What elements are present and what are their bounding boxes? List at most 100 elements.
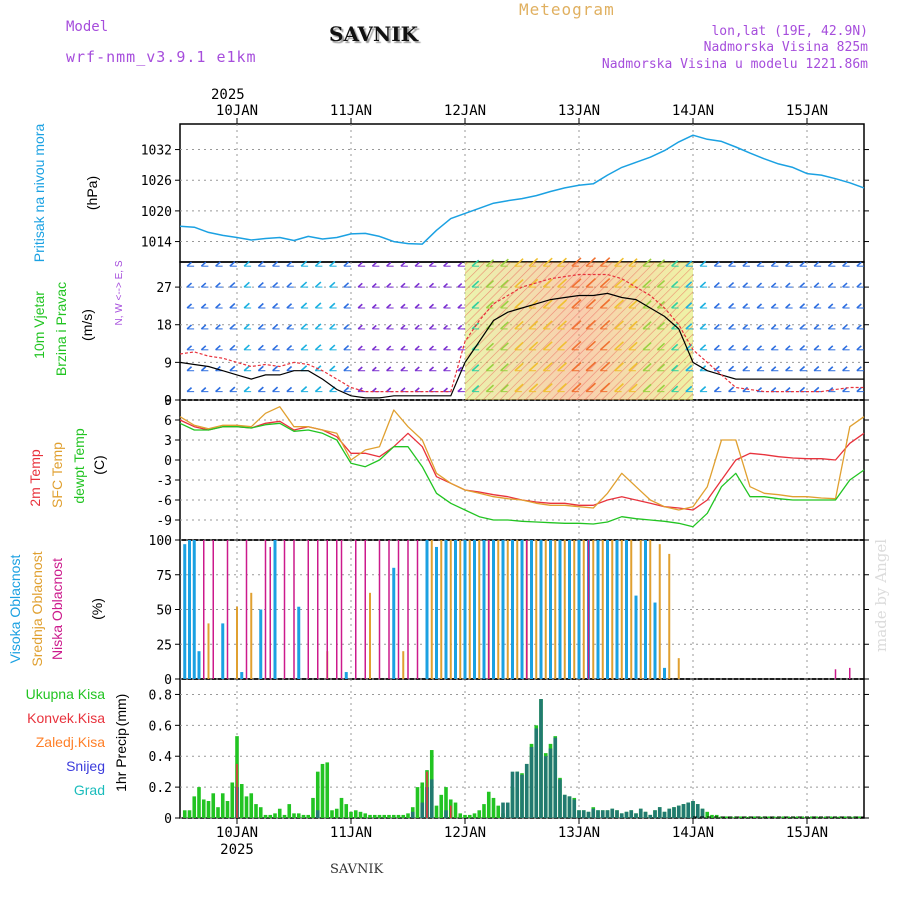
wind-barb	[713, 281, 720, 288]
wind-barb	[628, 299, 638, 309]
precip-bar-total	[353, 810, 358, 818]
wind-barb	[485, 384, 495, 393]
wind-barb	[443, 324, 449, 330]
wind-barb	[343, 324, 350, 330]
wind-barb	[500, 342, 509, 351]
cloud-bar-mid	[430, 540, 433, 679]
cloud-bar-low	[407, 540, 409, 679]
wind-barb	[856, 366, 862, 372]
precip-bar-conv	[449, 805, 452, 818]
precip-bar-snow	[600, 810, 605, 818]
model-elevation-label: Nadmorska Visina u modelu 1221.86m	[601, 57, 868, 72]
wind-barb	[229, 302, 236, 309]
wind-barb	[215, 261, 221, 267]
wind-barb	[656, 321, 666, 330]
wind-barb	[585, 361, 597, 372]
wind-barb	[571, 299, 582, 309]
wind-barb	[300, 323, 308, 330]
footer-station: SAVNIK	[330, 862, 384, 877]
wind-barb	[599, 340, 611, 351]
wind-barb	[343, 261, 350, 267]
temp-unit: (C)	[91, 455, 107, 474]
wind-barb	[257, 302, 264, 309]
axis-labels: 1014102010261032091827-9-6-3036902550751…	[7, 87, 869, 858]
wind-barb	[557, 383, 567, 393]
wind-barb	[514, 341, 524, 351]
wind-barb	[343, 386, 350, 393]
wind-barb	[471, 280, 480, 288]
precip-bar-total	[387, 814, 391, 818]
wind-barb	[770, 303, 777, 309]
wind-barb	[528, 320, 539, 330]
wind-barb	[728, 302, 735, 309]
cloud-bar-high	[549, 540, 552, 679]
wind-barb	[357, 303, 363, 309]
chart-title: Meteogram	[519, 0, 615, 19]
wind-barb	[685, 385, 693, 393]
wind-barb	[215, 344, 221, 351]
wind-barb	[200, 282, 207, 288]
panel-frames	[179, 123, 865, 819]
temp-ylabel: 2m Temp	[27, 449, 43, 507]
wind-barb	[471, 364, 480, 372]
wind-barb	[642, 300, 652, 309]
precip-bar-snow	[662, 811, 667, 818]
y-tick-label: 0	[164, 673, 172, 688]
wind-barb	[457, 262, 463, 267]
wind-barb	[699, 344, 707, 351]
wind-barb	[485, 279, 495, 288]
wind-barb	[656, 384, 666, 393]
wind-barb	[842, 324, 848, 330]
precip-bar-total	[315, 771, 320, 818]
precip-bar-total	[268, 814, 273, 818]
wind-ylabel-sub: Brzina i Pravac	[53, 282, 69, 376]
precip-bar-total	[325, 762, 330, 818]
cloud-unit: (%)	[89, 598, 105, 620]
wind-barb	[272, 365, 279, 372]
temp-line	[179, 406, 865, 511]
wind-barb	[400, 261, 406, 267]
precip-bar-total	[339, 797, 344, 818]
wind-barb	[614, 257, 624, 267]
wind-barb	[557, 341, 567, 351]
wind-barb	[428, 261, 435, 267]
wind-barb	[742, 386, 749, 393]
precip-bar-total	[197, 787, 201, 818]
wind-barb	[343, 365, 350, 372]
wind-barb	[186, 324, 193, 330]
wind-barb	[642, 321, 652, 330]
precip-bar-total	[334, 808, 339, 818]
wind-barb	[685, 302, 693, 309]
wind-barb	[742, 324, 749, 330]
wind-barb	[300, 260, 308, 267]
cloud-bar-high	[482, 540, 486, 679]
wind-barb	[428, 345, 435, 351]
wind-barb	[186, 261, 193, 267]
precip-bar-total	[372, 814, 377, 818]
wind-barb	[756, 282, 763, 288]
wind-barb	[200, 387, 207, 393]
wind-barb	[329, 365, 336, 372]
wind-barb	[599, 382, 611, 393]
wind-barb	[713, 344, 720, 351]
wind-barb	[628, 320, 638, 330]
wind-barb	[414, 345, 420, 351]
wind-barb	[414, 282, 420, 288]
wind-barb	[300, 302, 308, 309]
precip-bar-snow	[691, 801, 695, 818]
wind-unit: (m/s)	[79, 309, 95, 341]
precip-bar-total	[368, 814, 372, 818]
cloud-bar-high	[615, 540, 619, 679]
y-tick-label: 27	[156, 281, 172, 296]
wind-barb	[770, 282, 777, 288]
precip-bar-total	[401, 814, 406, 818]
precip-bar-snow	[648, 814, 653, 818]
wind-barb	[827, 366, 834, 372]
wind-barb	[300, 344, 308, 351]
precip-bar-snow	[581, 810, 586, 818]
precip-bar-snow	[667, 808, 672, 818]
wind-barb	[813, 261, 820, 267]
precip-bar-total	[434, 805, 439, 818]
wind-barb	[671, 385, 679, 393]
precip-bar-total	[239, 784, 244, 818]
